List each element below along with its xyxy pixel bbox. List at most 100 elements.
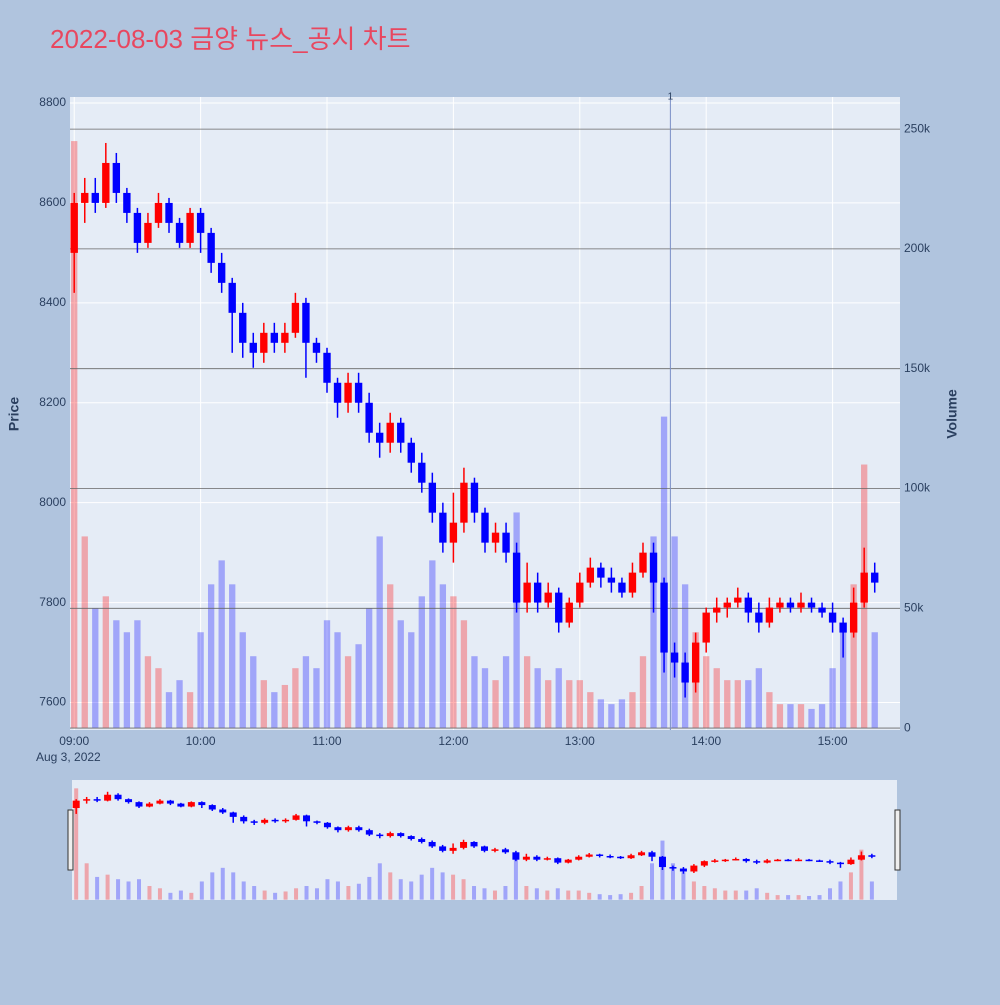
slider-volume-bar [566,890,571,900]
candle-body [418,839,426,842]
candle-body [102,162,110,203]
y2-tick-label: 50k [904,600,924,614]
y-tick-label: 8600 [39,195,66,209]
volume-bar [555,668,562,729]
volume-bar [92,608,99,729]
candle-body [744,597,753,613]
y2-tick-label: 200k [904,241,931,255]
candle-body [795,859,803,862]
slider-volume-bar [513,858,518,900]
slider-volume-bar [314,888,319,900]
candle-body [418,462,426,483]
slider-volume-bar [796,895,801,900]
candle-body [786,602,795,608]
volume-bar [703,656,710,729]
candle-body [365,830,373,835]
volume-bar [81,536,88,729]
volume-bar [545,680,552,729]
range-slider[interactable] [72,780,897,900]
candle-body [481,512,489,543]
candle-body [72,800,80,809]
candle-body [125,799,133,803]
slider-volume-bar [702,886,707,900]
slider-volume-bar [786,895,791,900]
candle-body [617,856,625,859]
volume-bar [355,644,362,729]
candle-body [334,827,342,831]
slider-volume-bar [869,881,874,900]
slider-volume-bar [807,896,812,900]
candle-body [93,799,101,801]
slider-volume-bar [252,886,257,900]
volume-bar [850,584,857,729]
volume-bar [829,668,836,729]
candle-body [565,602,573,623]
slider-volume-bar [629,892,634,900]
candle-body [365,402,373,433]
candle-body [386,422,394,443]
slider-volume-bar [660,840,665,900]
candle-body [586,567,595,583]
volume-bar [218,560,225,729]
volume-bar [123,632,131,729]
slider-volume-bar [116,879,121,900]
candle-body [702,612,710,643]
slider-volume-bar [555,888,560,900]
candle-body [344,382,352,403]
slider-volume-bar [472,886,477,900]
slider-volume-bar [639,886,644,900]
volume-bar [523,656,531,729]
volume-bar [165,692,173,729]
volume-bar [376,536,383,729]
slider-handle[interactable] [894,809,901,871]
volume-bar [186,692,194,729]
slider-handle[interactable] [67,809,74,871]
candle-body [249,342,257,353]
candle-body [533,582,542,603]
candle-body [407,836,415,840]
volume-bar [292,668,299,729]
volume-bar [302,656,310,729]
y-tick-label: 8800 [39,95,66,109]
candle-body [523,582,531,603]
candle-body [145,803,153,807]
volume-bar [450,596,457,729]
candle-body [818,607,826,613]
volume-bar [629,692,636,729]
volume-bar [176,680,183,729]
candle-body [282,819,290,822]
candle-body [596,854,604,857]
candle-body [807,602,816,608]
candle-body [627,855,635,859]
volume-bar [776,704,784,729]
slider-volume-bar [241,881,246,900]
candle-body [597,567,605,578]
candle-body [144,222,152,243]
x-tick-label: 12:00 [438,734,468,748]
volume-bar [713,668,720,729]
candle-body [323,352,331,383]
slider-volume-bar [367,876,372,900]
candle-body [826,861,834,863]
volume-bar [639,656,647,729]
candle-body [407,442,415,463]
slider-volume-bar [189,892,194,900]
candle-body [239,312,247,343]
candle-body [491,532,500,543]
candle-body [585,854,593,857]
slider-volume-bar [273,892,278,900]
volume-bar [618,699,626,729]
slider-volume-bar [377,863,382,900]
candle-body [375,432,384,443]
volume-bar [387,584,394,729]
candle-body [228,282,236,313]
slider-volume-bar [220,867,225,900]
slider-volume-bar [105,874,110,900]
candle-body [217,262,226,283]
candle-body [386,833,394,837]
slider-volume-bar [84,863,89,900]
candle-body [742,858,750,862]
slider-volume-bar [618,894,623,900]
candle-body [323,822,331,828]
volume-bar [344,656,352,729]
